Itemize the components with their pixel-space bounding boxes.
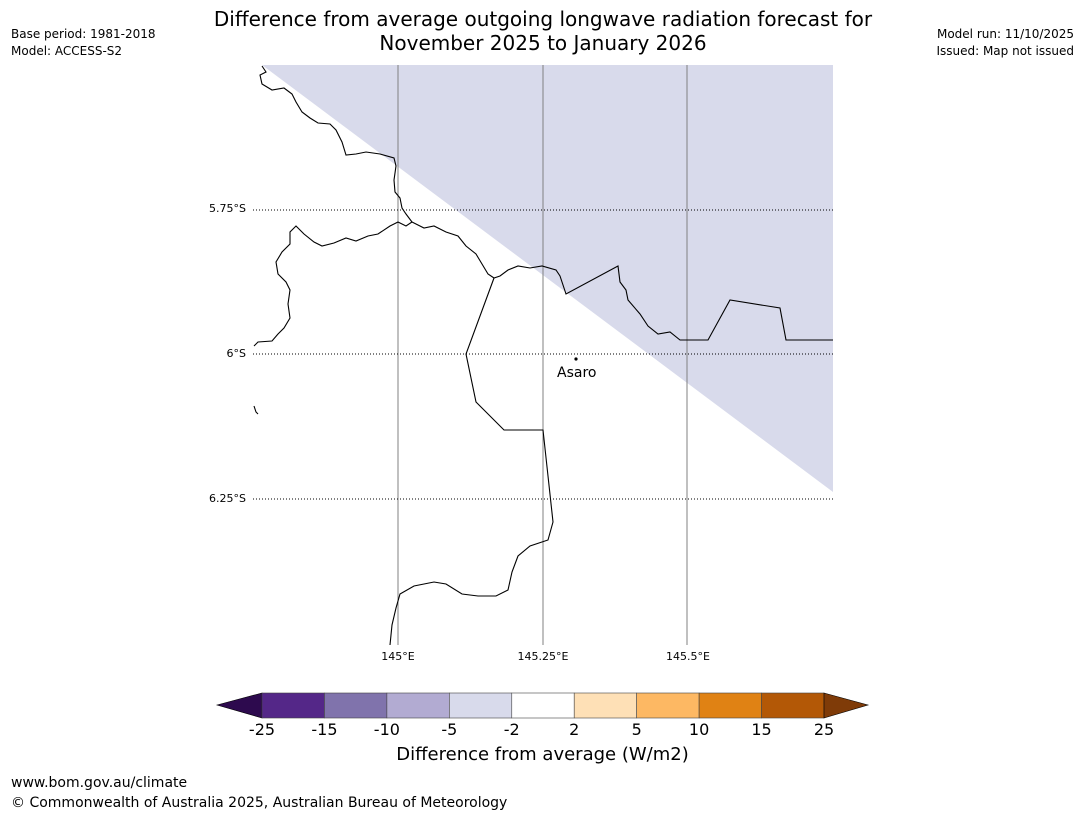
colorbar-cell [761, 692, 825, 719]
colorbar-tick-label: 2 [569, 720, 580, 739]
colorbar-tick-label: 5 [631, 720, 642, 739]
colorbar-cell [449, 692, 513, 719]
meta-left: Base period: 1981-2018 Model: ACCESS-S2 [11, 26, 156, 60]
model-name: Model: ACCESS-S2 [11, 44, 123, 58]
footer-url: www.bom.gov.au/climate [11, 775, 188, 791]
colorbar [215, 692, 870, 719]
colorbar-title: Difference from average (W/m2) [396, 744, 689, 765]
colorbar-cell [386, 692, 450, 719]
lon-label-145-5: 145.5°E [666, 650, 710, 663]
boundary-west-fragment [253, 405, 259, 415]
colorbar-tick-label: -10 [373, 720, 400, 739]
colorbar-tick-label: -5 [441, 720, 458, 739]
model-run: Model run: 11/10/2025 [936, 27, 1074, 41]
boundary-central-north [411, 221, 833, 341]
colorbar-tick-label: -2 [503, 720, 520, 739]
lat-label-6-25: 6.25°S [209, 492, 246, 505]
meta-right: Model run: 11/10/2025 Issued: Map not is… [936, 26, 1074, 60]
colorbar-cell [573, 692, 637, 719]
lon-label-145-25: 145.25°E [517, 650, 569, 663]
colorbar-tick-label: 15 [751, 720, 772, 739]
colorbar-tick-label: 10 [688, 720, 710, 739]
footer-copyright: © Commonwealth of Australia 2025, Austra… [11, 795, 508, 811]
colorbar-tick-label: 25 [813, 720, 835, 739]
colorbar-underflow [215, 692, 263, 719]
asaro-marker [574, 357, 578, 361]
colorbar-tick-label: -15 [311, 720, 338, 739]
title-line-1: Difference from average outgoing longwav… [213, 7, 873, 31]
map-title: Difference from average outgoing longwav… [143, 7, 943, 55]
base-period: Base period: 1981-2018 [11, 27, 156, 41]
lat-label-6: 6°S [226, 347, 246, 360]
colorbar-cell [636, 692, 700, 719]
colorbar-tick-label: -25 [248, 720, 276, 739]
lat-label-5-75: 5.75°S [209, 202, 246, 215]
boundary-central-south [389, 277, 554, 646]
colorbar-cell [324, 692, 388, 719]
boundary-northwest [253, 65, 413, 347]
colorbar-cell [261, 692, 325, 719]
colorbar-cell [511, 692, 575, 719]
lon-label-145: 145°E [381, 650, 415, 663]
colorbar-cell [698, 692, 762, 719]
colorbar-overflow [823, 692, 870, 719]
issued-status: Issued: Map not issued [936, 44, 1074, 58]
colorbar-cells [261, 692, 825, 719]
title-line-2: November 2025 to January 2026 [379, 31, 707, 55]
place-label-asaro: Asaro [557, 365, 597, 381]
forecast-shaded-region [262, 65, 833, 492]
province-boundaries [253, 65, 833, 646]
